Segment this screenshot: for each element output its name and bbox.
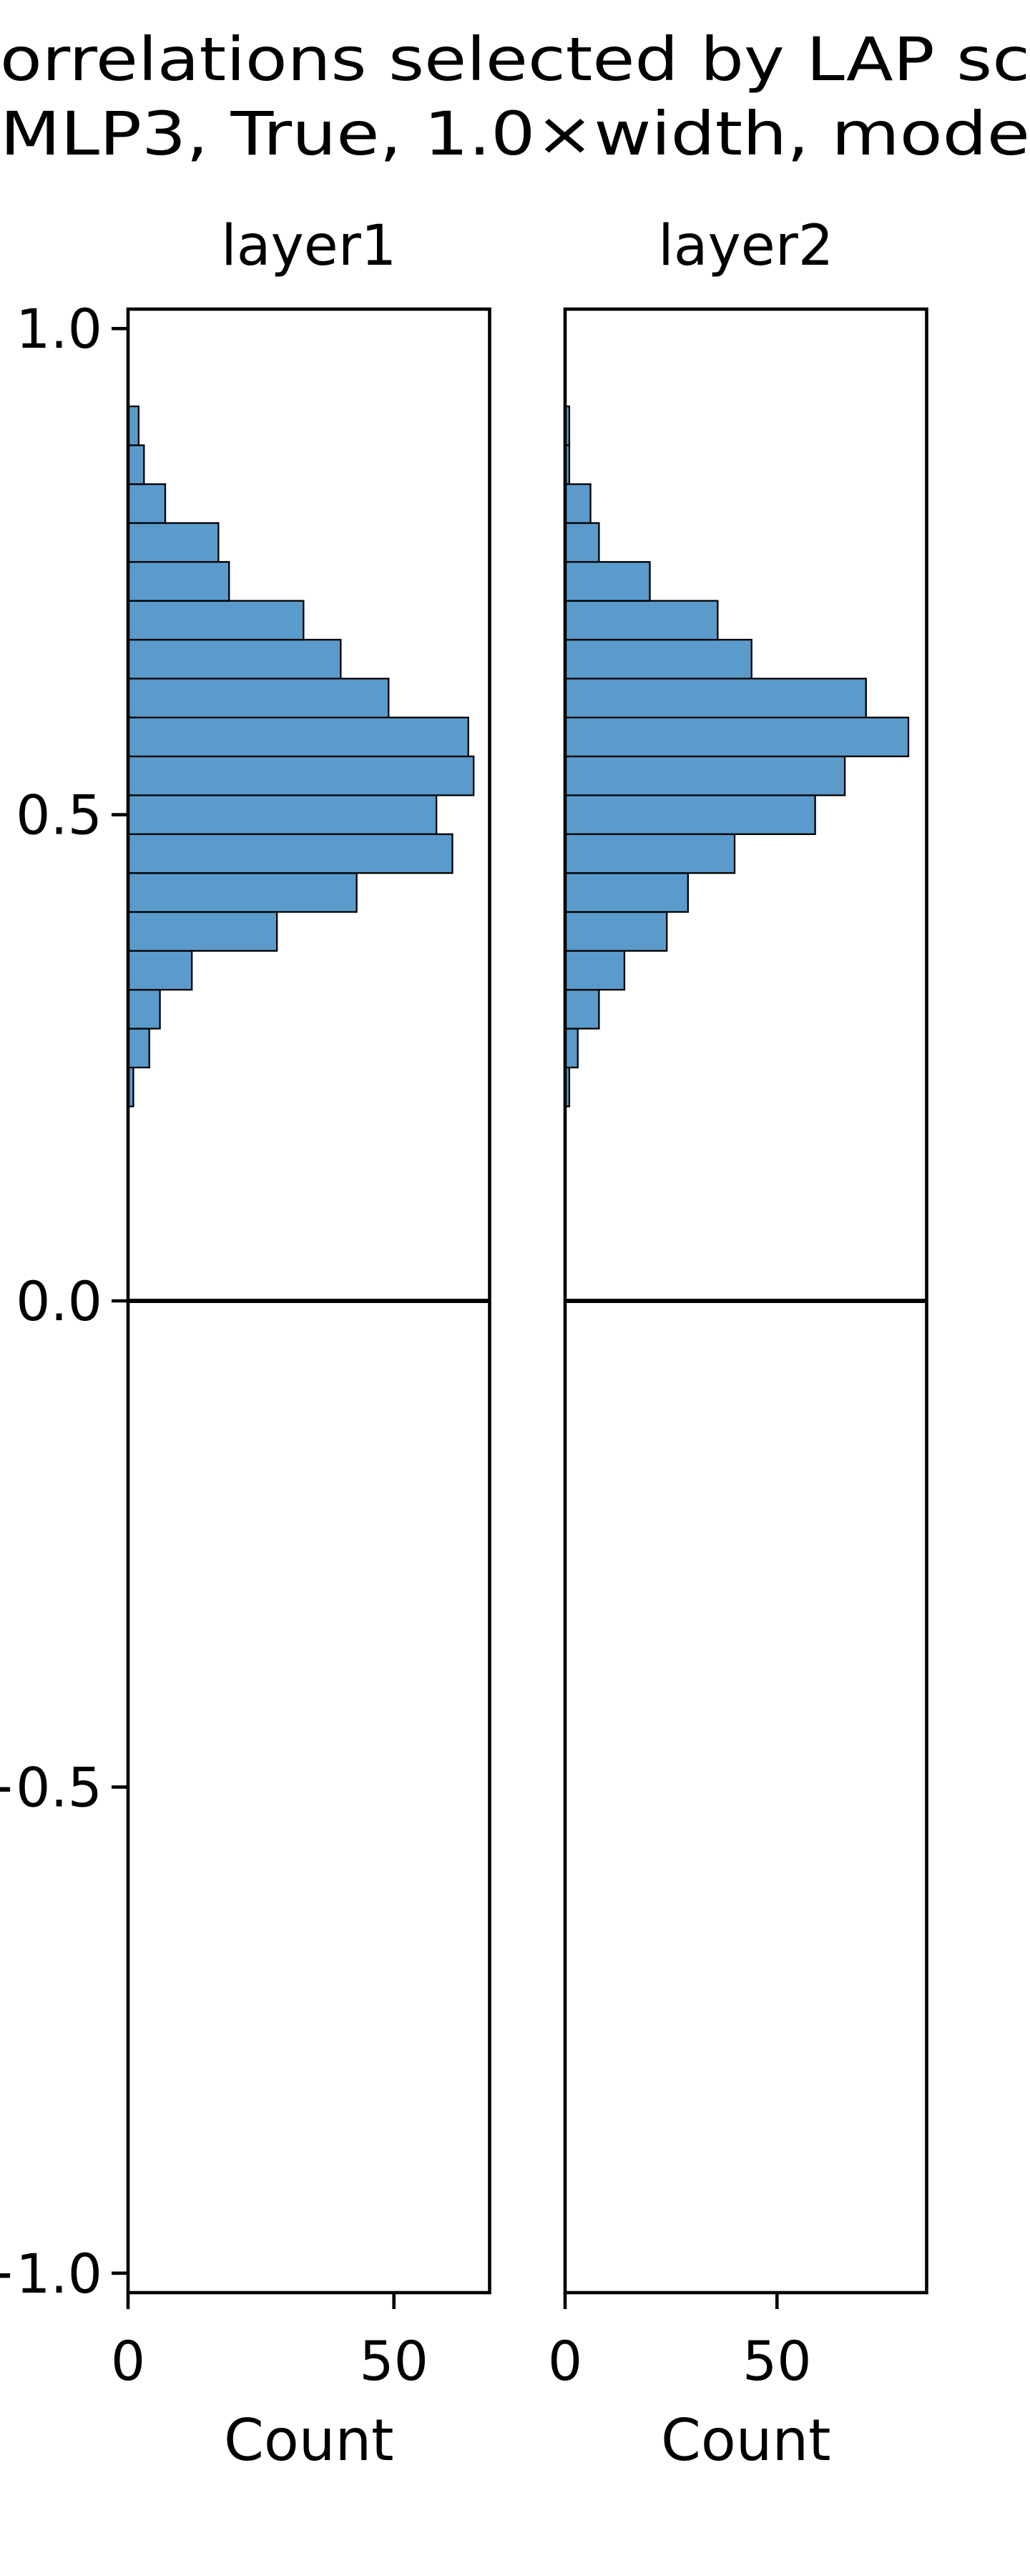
x-tick-label: 0 [111,2329,145,2393]
bar [127,911,278,952]
bar [564,716,910,758]
bar [127,950,193,991]
bar [564,522,600,563]
y-tick-label: −0.5 [0,1755,102,1819]
bar [127,678,390,718]
bar [127,444,145,485]
y-tick-label: −1.0 [0,2242,102,2306]
y-tick-label: 0.0 [16,1269,102,1333]
bar [127,794,438,835]
subplot-title: layer1 [221,214,396,278]
x-tick-label: 50 [742,2329,812,2393]
bar [564,950,626,991]
bar [127,989,161,1030]
x-axis-label: Count [661,2407,831,2474]
chart-title: orrelations selected by LAP sc [0,24,1030,94]
y-tick-label: 1.0 [16,297,102,361]
subplot-title: layer2 [658,214,833,278]
bar [564,755,846,796]
bar [564,872,690,913]
chart-subtitle: MLP3, True, 1.0×width, mode [0,99,1030,169]
bar [127,483,167,525]
bar [127,638,342,680]
bar [564,600,719,641]
bar [127,1028,150,1069]
plot-frame [563,307,928,2295]
bar [127,872,358,913]
bar [564,483,592,525]
bar [564,678,867,718]
bar [564,911,668,952]
x-axis-label: Count [224,2407,394,2474]
bar [564,989,600,1030]
bar [127,833,453,874]
bar [564,1028,579,1069]
bar [127,561,230,602]
bar [127,522,220,563]
bar [127,600,305,641]
bar [127,755,475,796]
y-tick-label: 0.5 [16,784,102,847]
bar [564,561,651,602]
bar [127,716,469,758]
x-tick-label: 0 [548,2329,582,2393]
x-tick-label: 50 [359,2329,428,2393]
bar [564,794,816,835]
bar [564,833,736,874]
bar [564,638,752,680]
